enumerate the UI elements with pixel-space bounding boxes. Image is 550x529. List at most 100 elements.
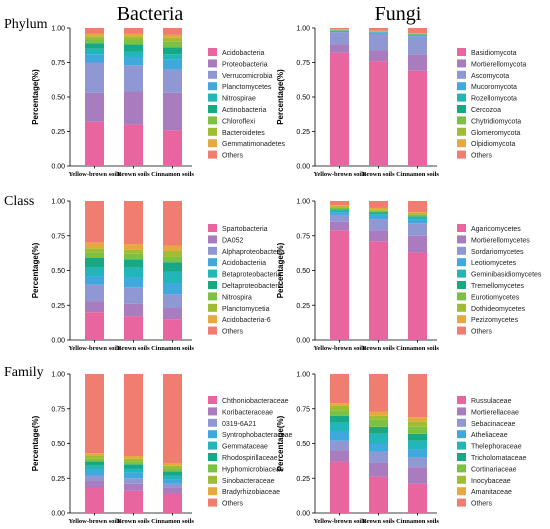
bar-segment-planctomycetia [124, 249, 143, 254]
bar-segment-tremellomycetes [369, 212, 388, 214]
bar-segment-proteobacteria [124, 91, 143, 125]
bar-segment-others [124, 28, 143, 34]
legend-entry: Spartobacteria [222, 226, 268, 233]
bar-segment-amanitaceae [369, 411, 388, 416]
bar-segment-others [408, 374, 427, 418]
bar-segment-rhodospirillaceae [85, 461, 104, 466]
legend-entry: Nitrospira [222, 294, 252, 301]
bar-segment-inocybaceae [369, 415, 388, 420]
y-tick-label: 0.75 [296, 406, 310, 413]
bar-segment-others [85, 374, 104, 454]
legend-swatch [208, 224, 217, 232]
row-title-class: Class [4, 194, 34, 209]
row-title-family: Family [4, 365, 44, 380]
bar-segment-others [330, 28, 349, 30]
x-tick-label: Brown soils [117, 518, 150, 525]
y-tick-label: 1.00 [296, 372, 310, 379]
bar-segment-spartobacteria [124, 316, 143, 340]
y-tick-label: 0.50 [51, 95, 65, 102]
legend-entry: Koribacteraceae [222, 409, 273, 416]
legend-swatch [457, 475, 466, 484]
legend-entry: Thelephoraceae [471, 444, 522, 451]
legend-entry: Planctomycetia [222, 306, 270, 313]
column-title-bacteria: Bacteria [117, 3, 184, 25]
chart-fungi-family: 0.00 0.25 0.50 0.75 1.00 Percentage(%) Yellow-… [276, 372, 526, 526]
bar-segment-rozellomycota [369, 32, 388, 33]
legend-swatch [457, 59, 466, 68]
chart-bacteria-family: 0.00 0.25 0.50 0.75 1.00 Percentage(%) Yellow-… [31, 372, 293, 526]
bar-segment-amanitaceae [408, 417, 427, 422]
bar-segment-pezizomycetes [330, 205, 349, 207]
legend-swatch [457, 292, 466, 301]
x-tick-label: Brown soils [117, 345, 150, 352]
bar-segment-others [369, 28, 388, 31]
chart-bacteria-class: 0.00 0.25 0.50 0.75 1.00 Percentage(%) Yellow-… [31, 199, 285, 353]
bar-segment-others [408, 28, 427, 34]
legend-swatch [457, 150, 466, 159]
legend-entry: Betaproteobacteria [222, 272, 281, 279]
legend-swatch [457, 326, 466, 335]
bar-segment-others [85, 201, 104, 243]
bar-segment-deltaproteobacteria [163, 262, 182, 272]
legend-entry: Others [222, 501, 244, 508]
bar-segment-mortierellaceae [369, 462, 388, 477]
legend-entry: Mortierellomycota [471, 61, 526, 68]
legend-swatch [208, 93, 217, 102]
bar-segment-deltaproteobacteria [124, 259, 143, 268]
bar-segment-acidobacteria [163, 130, 182, 166]
bar-segment-eurotiomycetes [330, 207, 349, 210]
bar-segment-others [369, 201, 388, 208]
legend-entry: Sordariomycetes [471, 249, 524, 256]
bar-segment-mortierellomycetes [330, 221, 349, 231]
bar-segment-verrucomicrobia [124, 65, 143, 92]
x-tick-label: Brown soils [362, 345, 395, 352]
y-tick-label: 0.25 [296, 303, 310, 310]
column-title-fungi: Fungi [375, 3, 422, 25]
bar-segment-bacteroidetes [85, 36, 104, 40]
legend-swatch [208, 150, 217, 159]
bar-segment-mucoromycota [408, 35, 427, 37]
bar-segment-gemmataceae [124, 468, 143, 473]
bar-segment-syntrophobacteraceae [85, 469, 104, 476]
bar-segment-ascomycota [330, 32, 349, 45]
legend-entry: Cortinariaceae [471, 466, 517, 473]
bar-segment-agaricomycetes [330, 230, 349, 340]
y-tick-label: 1.00 [51, 372, 65, 379]
x-tick-label: Cinnamon soils [396, 171, 439, 178]
legend-swatch [208, 441, 217, 450]
bar-segment-atheliaceae [330, 430, 349, 441]
legend-swatch [457, 464, 466, 473]
legend-swatch [208, 315, 217, 324]
legend-swatch [208, 127, 217, 136]
x-tick-label: Yellow-brown soils [313, 171, 366, 178]
bar-segment-agaricomycetes [369, 241, 388, 340]
legend-swatch [457, 407, 466, 416]
legend-entry: Pezizomycetes [471, 317, 519, 324]
bar-segment-mortierellomycota [408, 54, 427, 71]
bar-segment-russulaceae [408, 483, 427, 513]
y-tick-label: 0.25 [51, 129, 65, 136]
bar-segment-acidobacteriia [85, 276, 104, 285]
bar-segment-nitrospirae [85, 48, 104, 55]
bar-segment-rhodospirillaceae [163, 471, 182, 476]
y-tick-label: 0.00 [51, 164, 65, 171]
legend-entry: Rhodospirillaceae [222, 455, 278, 462]
bar-segment-cortinariaceae [369, 419, 388, 427]
bar-segment-acidobacteria-6 [85, 242, 104, 249]
bar-segment-ascomycota [408, 36, 427, 55]
legend-entry: Acidobacteriia [222, 260, 266, 267]
y-axis-title: Percentage(%) [31, 415, 40, 471]
legend-swatch [457, 430, 466, 439]
y-tick-label: 0.00 [51, 338, 65, 345]
bar-segment-chloroflexi [85, 39, 104, 44]
y-tick-label: 0.75 [296, 233, 310, 240]
bar-segment-nitrospirae [124, 51, 143, 57]
bar-segment-acidobacteria [124, 124, 143, 166]
legend-entry: Syntrophobacteraceae [222, 432, 293, 439]
legend-swatch [457, 498, 466, 507]
legend-swatch [457, 441, 466, 450]
legend-entry: Chloroflexi [222, 118, 256, 125]
chart-fungi-phylum: 0.00 0.25 0.50 0.75 1.00 Percentage(%) Yellow-… [276, 26, 526, 179]
bar-segment-gemmatimonadetes [163, 34, 182, 38]
